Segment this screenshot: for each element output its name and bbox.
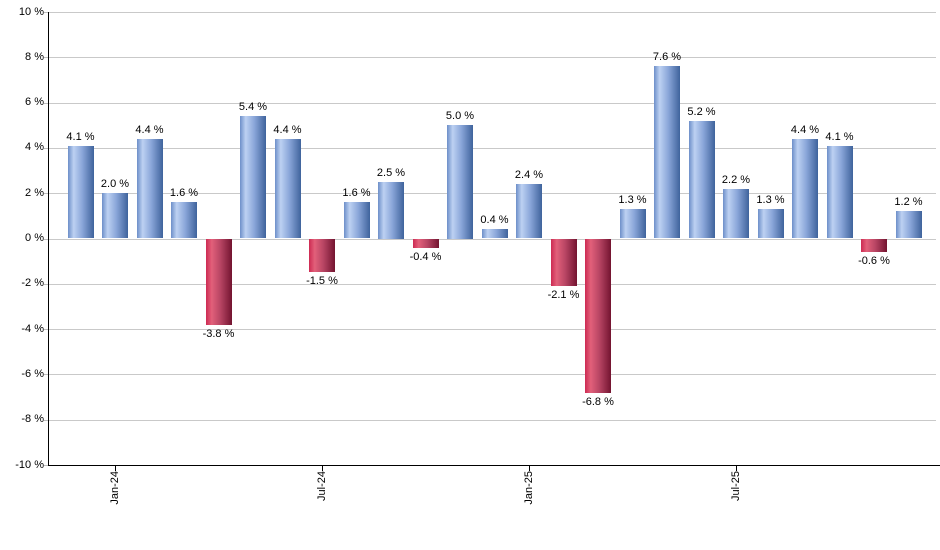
y-axis-tick: [44, 419, 48, 421]
y-axis-tick: [44, 102, 48, 104]
y-axis-tick: [44, 57, 48, 59]
bar-value-label: 2.0 %: [100, 178, 130, 191]
gridline: [48, 419, 936, 421]
bar-value-label: 4.4 %: [273, 123, 302, 136]
y-axis-tick: [44, 374, 48, 376]
bar-positive: [619, 209, 646, 239]
bar-positive: [102, 193, 128, 239]
y-tick-label: 6 %: [25, 96, 44, 109]
y-axis-tick: [44, 12, 48, 13]
bar-value-label: 4.4 %: [790, 123, 820, 136]
x-tick-label: Jul-24: [315, 471, 328, 501]
gridline: [48, 374, 936, 376]
bar-positive: [274, 138, 301, 239]
gridline: [48, 238, 936, 240]
bar-negative: [585, 238, 611, 393]
bar-positive: [447, 125, 473, 239]
bar-value-label: -3.8 %: [202, 327, 235, 340]
bar-value-label: -0.4 %: [409, 250, 442, 263]
x-axis-tick: [529, 466, 530, 471]
gridline: [48, 12, 936, 13]
bar-positive: [654, 66, 680, 239]
bar-value-label: -6.8 %: [582, 395, 614, 408]
x-axis-tick: [115, 466, 116, 471]
y-tick-label: -10 %: [15, 458, 44, 471]
bar-negative: [412, 238, 439, 248]
y-axis-tick: [44, 193, 48, 195]
bar-value-label: 5.0 %: [445, 110, 475, 123]
y-axis-tick: [44, 465, 48, 466]
gridline: [48, 283, 936, 285]
bar-value-label: 2.5 %: [376, 166, 406, 179]
bar-value-label: 7.6 %: [652, 51, 682, 64]
y-axis-tick: [44, 329, 48, 331]
bar-value-label: -0.6 %: [858, 255, 890, 268]
y-tick-label: 4 %: [25, 141, 44, 154]
y-axis-tick: [44, 238, 48, 240]
bar-negative: [550, 238, 577, 287]
x-axis-tick: [322, 466, 323, 471]
bar-value-label: 0.4 %: [480, 214, 509, 227]
bar-value-label: 4.1 %: [825, 130, 854, 143]
bar-value-label: 5.2 %: [687, 105, 716, 118]
y-tick-label: -8 %: [21, 413, 44, 426]
y-tick-label: 0 %: [25, 232, 44, 244]
x-tick-label: Jan-25: [522, 471, 535, 505]
bar-positive: [895, 211, 922, 239]
bar-positive: [757, 209, 784, 239]
y-tick-label: 10 %: [18, 5, 44, 18]
bar-negative: [205, 238, 232, 325]
bar-positive: [826, 145, 853, 239]
bar-negative: [861, 238, 887, 253]
x-tick-label: Jul-25: [729, 471, 742, 501]
gridline: [48, 102, 936, 104]
gridline: [48, 329, 936, 331]
gridline: [48, 193, 936, 195]
y-axis: [48, 12, 49, 466]
x-tick-label: Jan-24: [108, 471, 121, 505]
bar-value-label: -2.1 %: [547, 289, 580, 302]
gridline: [48, 57, 936, 59]
y-axis-tick: [44, 147, 48, 149]
bar-positive: [516, 184, 542, 239]
bar-value-label: 1.6 %: [169, 187, 199, 200]
bar-value-label: 1.3 %: [756, 194, 785, 207]
bar-negative: [309, 238, 335, 273]
bar-positive: [67, 145, 94, 239]
x-axis: [48, 465, 940, 466]
bar-positive: [723, 188, 749, 239]
y-tick-label: 8 %: [25, 50, 44, 63]
bar-value-label: 1.3 %: [618, 194, 647, 207]
y-tick-label: -4 %: [21, 322, 44, 335]
y-axis-tick: [44, 283, 48, 285]
bar-positive: [481, 229, 508, 239]
bar-positive: [240, 116, 266, 239]
y-tick-label: 2 %: [25, 186, 44, 199]
bar-value-label: 4.4 %: [135, 123, 164, 136]
bar-value-label: 5.4 %: [238, 101, 268, 114]
bar-value-label: 2.4 %: [514, 169, 544, 182]
bar-positive: [378, 181, 404, 239]
bar-value-label: 4.1 %: [66, 130, 95, 143]
bar-positive: [688, 120, 715, 239]
gridline: [48, 147, 936, 149]
bar-positive: [171, 202, 197, 239]
y-tick-label: -6 %: [21, 367, 44, 380]
bar-value-label: 1.2 %: [894, 196, 923, 209]
bar-positive: [792, 138, 818, 239]
bar-positive: [136, 138, 163, 239]
x-axis-tick: [736, 466, 737, 471]
bar-value-label: 1.6 %: [342, 187, 371, 200]
bar-value-label: -1.5 %: [306, 275, 338, 288]
bar-value-label: 2.2 %: [721, 173, 751, 186]
bar-positive: [343, 202, 370, 239]
y-tick-label: -2 %: [21, 277, 44, 290]
